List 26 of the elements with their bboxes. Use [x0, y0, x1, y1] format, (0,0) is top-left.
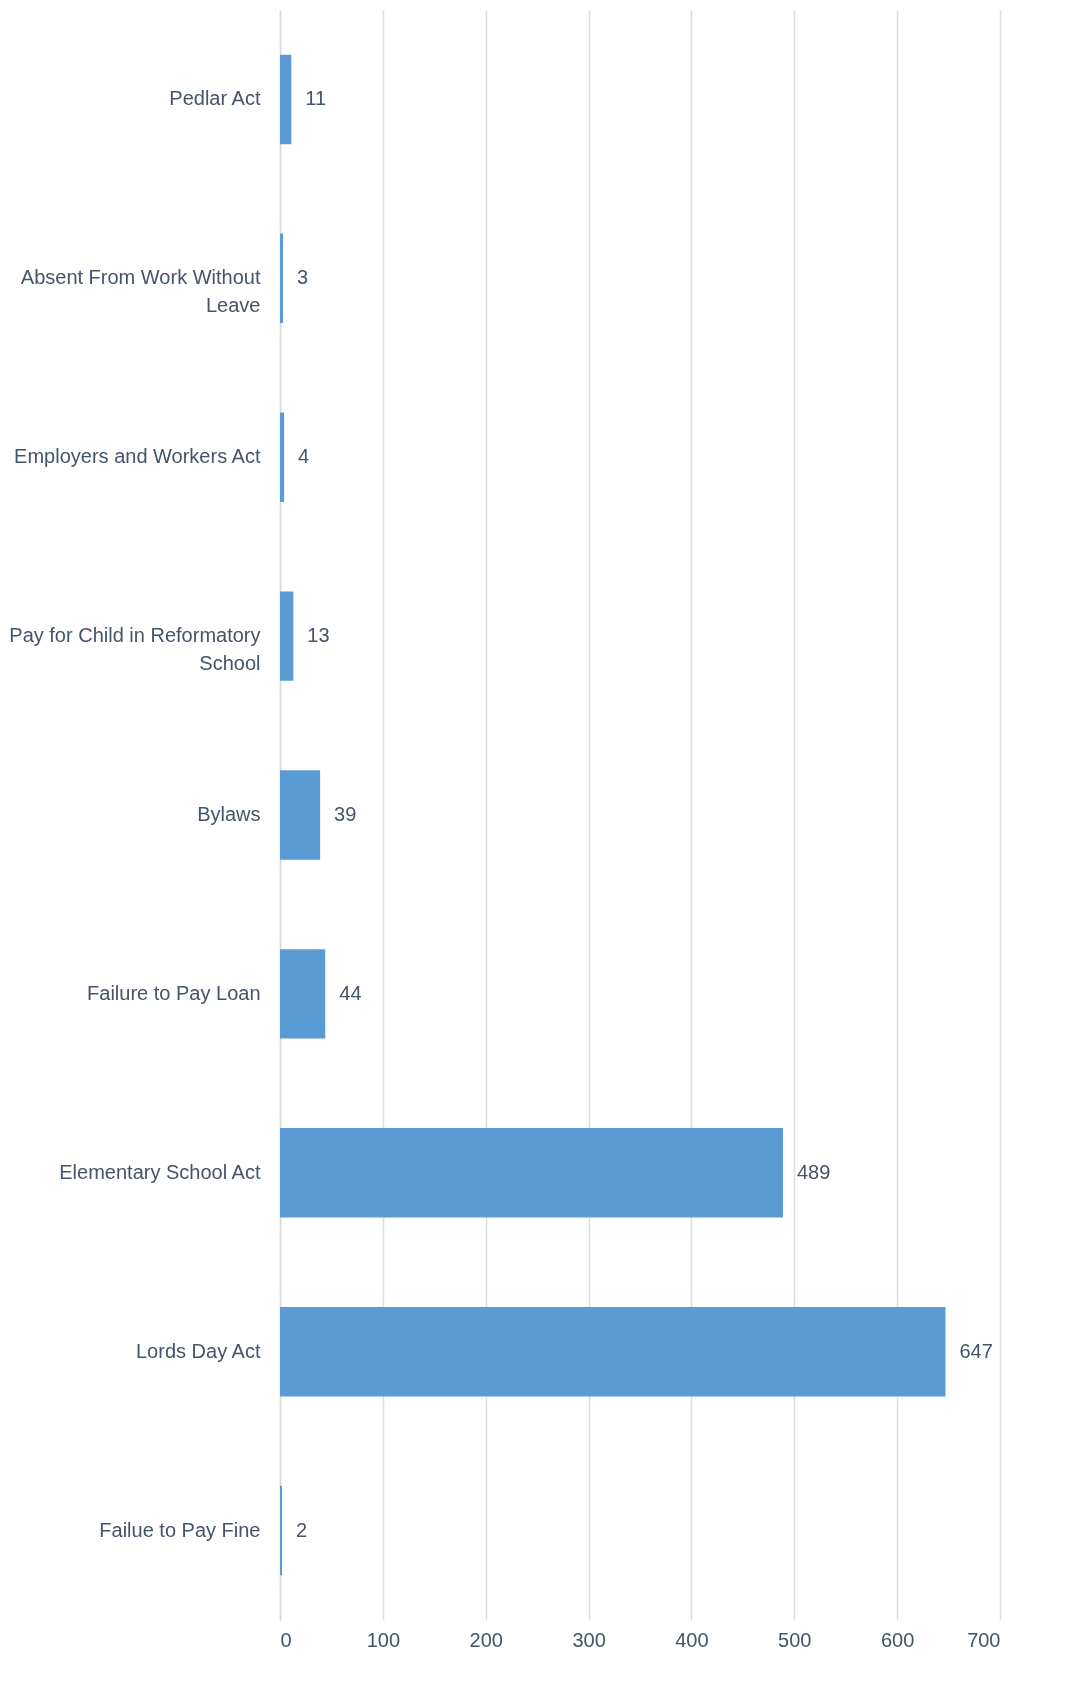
y-tick-label: Pay for Child in Reformatory School [9, 624, 261, 675]
y-tick-label: Failue to Pay Fine [99, 1518, 261, 1541]
data-label: 44 [339, 981, 362, 1004]
y-tick-label: Bylaws [197, 803, 261, 825]
data-label: 647 [959, 1339, 993, 1362]
x-tick-label: 400 [675, 1628, 709, 1651]
data-label: 489 [796, 1160, 831, 1183]
x-tick-label: 700 [967, 1628, 1001, 1651]
x-tick-label: 300 [572, 1628, 606, 1651]
y-tick-label: Pedlar Act [169, 87, 261, 110]
x-tick-label: 600 [880, 1628, 915, 1651]
data-label: 11 [305, 87, 327, 110]
data-label: 39 [334, 803, 357, 825]
y-tick-label: Elementary School Act [59, 1160, 261, 1183]
y-tick-label: Lords Day Act [135, 1339, 261, 1362]
y-tick-label: Absent From Work Without Leave [20, 266, 261, 317]
data-label: 3 [297, 266, 309, 289]
y-tick-label: Failure to Pay Loan [87, 981, 261, 1004]
data-label: 4 [298, 445, 310, 468]
y-tick-label: Employers and Workers Act [14, 445, 261, 468]
x-tick-label: 200 [469, 1628, 503, 1651]
x-tick-label: 100 [366, 1628, 401, 1651]
data-label: 13 [307, 624, 330, 647]
data-label: 2 [296, 1518, 308, 1541]
x-tick-label: 500 [778, 1628, 812, 1651]
x-tick-label: 0 [280, 1628, 292, 1651]
